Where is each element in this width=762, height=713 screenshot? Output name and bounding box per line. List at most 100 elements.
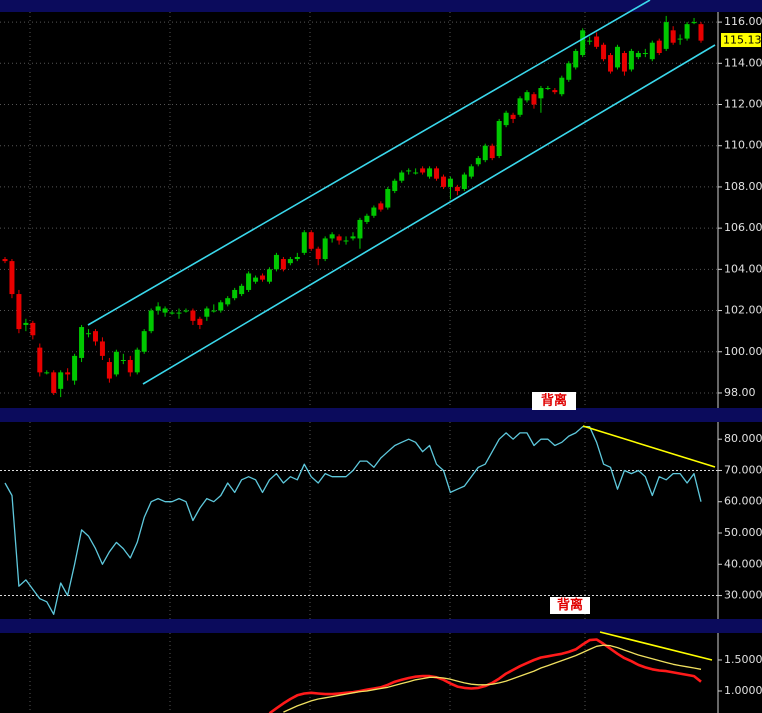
y-tick-label: 108.00 [724, 180, 762, 193]
candle-body [204, 308, 210, 317]
candle-body [413, 172, 419, 174]
candle-body [628, 50, 634, 70]
candle-body [79, 327, 85, 358]
annotation: 背离 [557, 597, 583, 613]
annotation-box [532, 392, 576, 410]
divergence-line [599, 631, 713, 661]
candle-body [315, 248, 321, 260]
candle-body [260, 275, 266, 280]
candle-body [364, 215, 370, 222]
candle-body [176, 312, 182, 314]
candle-body [287, 259, 293, 264]
y-tick-label: 1.5000 [724, 653, 762, 666]
y-tick-label: 98.00 [724, 386, 756, 399]
candle-body [225, 298, 231, 305]
candle-body [594, 36, 600, 47]
y-tick-label: 100.00 [724, 345, 762, 358]
candle-body [190, 310, 196, 321]
candle-body [162, 308, 168, 313]
candle-body [294, 256, 300, 260]
candle-body [475, 158, 481, 165]
panel [29, 633, 702, 713]
y-tick-label: 60.000 [724, 495, 762, 508]
channel-upper [87, 0, 651, 326]
candle-body [378, 203, 384, 210]
candle-body [23, 322, 29, 325]
candle-body [371, 207, 377, 216]
candle-body [545, 88, 551, 90]
candle-body [37, 347, 43, 373]
candle-body [385, 188, 391, 208]
candle-body [106, 362, 112, 379]
separator [0, 408, 762, 422]
candle-body [58, 372, 64, 389]
candle-body [16, 294, 22, 330]
candle-body [44, 372, 50, 374]
last-price-label: 115.13 [723, 34, 762, 47]
y-tick-label: 102.00 [724, 304, 762, 317]
divergence-line [582, 425, 716, 468]
candle-body [503, 112, 509, 126]
candle-body [113, 351, 119, 375]
y-tick-label: 50.000 [724, 526, 762, 539]
candle-body [2, 259, 8, 262]
candle-body [322, 238, 328, 260]
candle-body [211, 310, 217, 312]
channel-lower [142, 44, 716, 385]
candle-body [621, 53, 627, 72]
series-line [283, 644, 702, 713]
candle-body [232, 289, 238, 299]
candle-body [510, 114, 516, 119]
candle-body [343, 240, 349, 242]
y-tick-label: 112.00 [724, 98, 762, 111]
candle-body [559, 77, 565, 95]
candle-body [350, 236, 356, 239]
candle-body [392, 180, 398, 192]
candle-body [51, 372, 57, 393]
y-tick-label: 70.000 [724, 463, 762, 476]
candle-body [336, 236, 342, 241]
candle-body [691, 22, 697, 24]
candle-body [399, 172, 405, 181]
y-tick-label: 114.00 [724, 56, 762, 69]
y-tick-label: 116.00 [724, 15, 762, 28]
y-tick-label: 110.00 [724, 139, 762, 152]
y-tick-label: 106.00 [724, 221, 762, 234]
candle-body [670, 30, 676, 43]
candle-body [92, 331, 98, 342]
candle-body [427, 168, 433, 177]
candle-body [489, 145, 495, 159]
candle-body [420, 168, 426, 173]
candle-body [329, 234, 335, 239]
candle-body [566, 63, 572, 80]
candle-body [239, 285, 245, 295]
separator [0, 619, 762, 633]
y-tick-label: 30.000 [724, 589, 762, 602]
y-tick-label: 40.000 [724, 557, 762, 570]
candle-body [531, 94, 537, 105]
candle-body [301, 232, 307, 253]
candle-body [86, 333, 92, 335]
candle-body [30, 322, 36, 336]
candle-body [524, 92, 530, 101]
panel [0, 12, 718, 408]
candle-body [169, 312, 175, 314]
candle-body [148, 310, 154, 332]
annotation: 背离 [541, 393, 567, 409]
candle-body [280, 259, 286, 270]
candle-body [614, 46, 620, 68]
candle-body [538, 88, 544, 99]
candle-body [120, 359, 126, 361]
candle-body [587, 40, 593, 42]
candle-body [517, 98, 523, 115]
candle-body [698, 24, 704, 41]
candle-body [552, 90, 558, 93]
candle-body [266, 269, 272, 282]
candle-body [65, 372, 71, 375]
candle-body [482, 145, 488, 161]
candle-body [9, 261, 15, 295]
candle-body [468, 166, 474, 177]
candle-body [454, 186, 460, 192]
